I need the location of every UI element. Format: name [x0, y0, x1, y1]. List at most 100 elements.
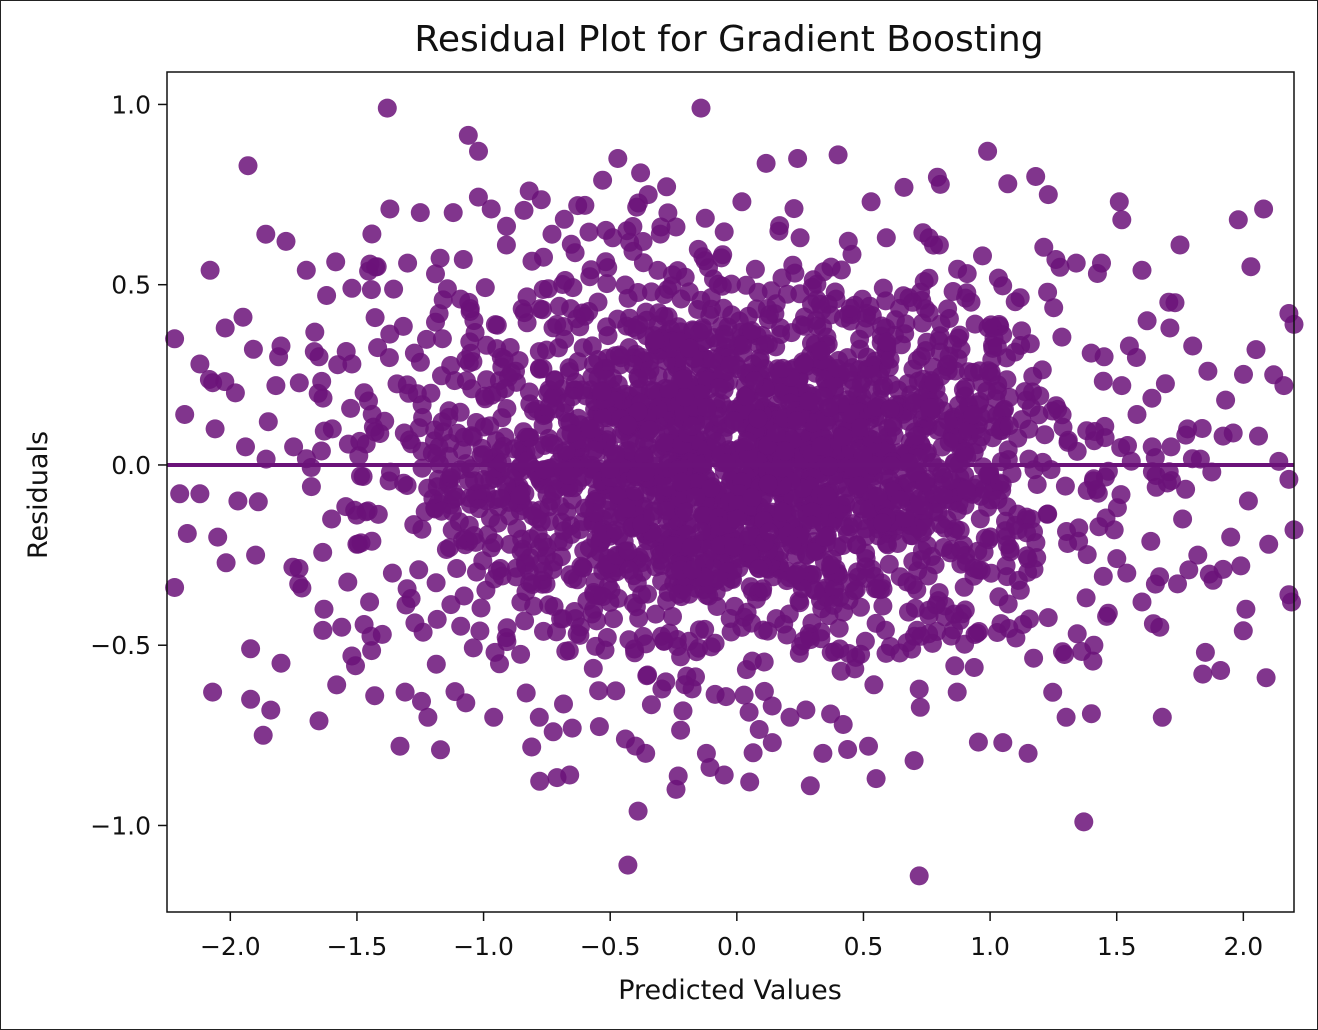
data-point — [1155, 374, 1175, 394]
data-point — [417, 329, 436, 349]
data-point — [362, 224, 382, 244]
data-point — [524, 596, 544, 616]
data-point — [716, 329, 736, 349]
data-point — [350, 431, 370, 451]
data-point — [488, 382, 508, 402]
data-point — [796, 700, 816, 720]
data-point — [1178, 419, 1198, 439]
data-point — [341, 398, 361, 418]
data-point — [771, 318, 790, 338]
data-point — [638, 584, 657, 604]
data-point — [736, 660, 756, 680]
y-tick-label: −1.0 — [90, 811, 151, 840]
data-point — [646, 604, 666, 624]
data-point — [579, 302, 599, 321]
data-point — [200, 260, 220, 280]
data-point — [404, 343, 424, 363]
data-point — [633, 253, 653, 273]
data-point — [271, 336, 291, 356]
data-point — [1170, 235, 1190, 255]
data-point — [473, 445, 493, 465]
data-point — [379, 348, 399, 368]
data-point — [799, 391, 819, 411]
data-point — [931, 514, 950, 534]
data-point — [784, 199, 804, 219]
data-point — [851, 597, 870, 617]
data-point — [671, 472, 691, 492]
data-point — [836, 486, 855, 506]
data-point — [266, 376, 286, 396]
data-point — [1192, 419, 1212, 438]
data-point — [510, 485, 530, 505]
data-point — [682, 416, 702, 436]
data-point — [838, 740, 858, 759]
plot-area — [166, 71, 1295, 913]
data-point — [1246, 340, 1266, 360]
data-point — [382, 563, 402, 583]
data-point — [833, 427, 853, 447]
data-point — [562, 718, 582, 738]
data-point — [1074, 812, 1094, 832]
x-tick-label: −2.0 — [200, 932, 261, 961]
data-point — [611, 348, 631, 368]
data-point — [608, 149, 628, 168]
data-point — [993, 276, 1013, 296]
data-point — [742, 321, 762, 341]
data-point — [284, 437, 304, 457]
data-point — [1097, 606, 1117, 626]
data-point — [445, 371, 465, 391]
data-point — [490, 654, 509, 674]
data-point — [380, 324, 400, 344]
data-point — [1095, 416, 1115, 436]
data-point — [296, 260, 316, 280]
data-point — [735, 386, 755, 406]
data-point — [559, 465, 579, 485]
data-point — [631, 163, 651, 183]
data-point — [580, 267, 600, 287]
data-point — [565, 372, 585, 392]
data-point — [1193, 664, 1213, 684]
data-point — [734, 607, 754, 627]
y-tick-label: 0.0 — [111, 451, 151, 480]
data-point — [453, 250, 473, 269]
data-point — [1256, 668, 1276, 688]
data-point — [1107, 549, 1127, 569]
data-point — [1254, 199, 1274, 219]
y-tick-label: 0.5 — [111, 271, 151, 300]
data-point — [539, 595, 559, 615]
data-point — [686, 667, 705, 687]
data-point — [643, 507, 663, 527]
data-point — [439, 407, 459, 427]
data-point — [780, 707, 800, 727]
data-point — [215, 318, 235, 338]
x-tick-label: 0.5 — [844, 932, 884, 961]
data-point — [606, 520, 626, 540]
data-point — [1173, 509, 1193, 529]
data-point — [931, 366, 951, 386]
data-point — [671, 289, 691, 309]
data-point — [845, 659, 865, 679]
data-point — [720, 355, 740, 375]
data-point — [673, 701, 693, 721]
data-point — [671, 720, 691, 740]
data-point — [515, 611, 535, 631]
data-point — [520, 573, 540, 592]
data-point — [1168, 574, 1187, 594]
x-ticks: −2.0 −1.5 −1.0 −0.5 0.0 0.5 1.0 1.5 2.0 — [200, 912, 1263, 961]
data-point — [802, 294, 821, 314]
data-point — [542, 224, 562, 244]
data-point — [589, 717, 609, 737]
data-point — [772, 502, 792, 522]
data-point — [190, 484, 210, 504]
data-point — [876, 228, 896, 248]
data-point — [1010, 288, 1030, 308]
data-point — [289, 574, 309, 594]
data-point — [775, 441, 795, 461]
data-point — [714, 765, 734, 785]
data-point — [606, 681, 626, 701]
data-point — [322, 419, 342, 439]
data-point — [894, 177, 914, 197]
data-point — [916, 517, 936, 537]
data-point — [1000, 539, 1020, 559]
